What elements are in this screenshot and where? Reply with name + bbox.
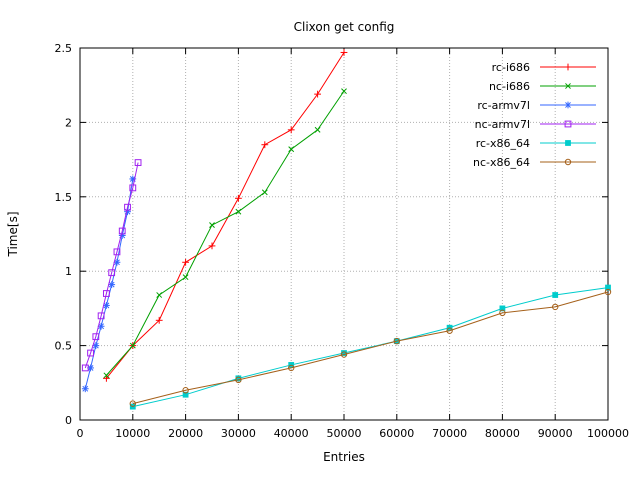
legend-item-rc-x86_64: rc-x86_64	[476, 137, 596, 150]
chart-title: Clixon get config	[294, 20, 395, 34]
legend-label: rc-armv7l	[477, 99, 530, 112]
plot-border	[79, 47, 609, 421]
x-tick-label: 40000	[274, 427, 309, 440]
x-tick-label: 50000	[327, 427, 362, 440]
x-axis-label: Entries	[323, 450, 365, 464]
legend-item-nc-x86_64: nc-x86_64	[473, 156, 596, 169]
series-rc-x86_64	[129, 284, 611, 410]
legend: rc-i686 nc-i686 rc-armv7l nc-armv7l rc-x86_6…	[473, 61, 596, 169]
legend-item-rc-i686: rc-i686	[492, 61, 596, 74]
y-axis-label: Time[s]	[6, 212, 20, 258]
series-rc-i686	[103, 49, 348, 382]
y-tick-label: 0	[65, 414, 72, 427]
plot-content: 0 10000 20000 30000 40000 50000 60000 70000 8000…	[55, 42, 630, 440]
y-tick-label: 2.5	[55, 42, 73, 55]
series-nc-armv7l	[81, 159, 142, 372]
series-nc-x86_64	[129, 288, 612, 407]
legend-label: nc-x86_64	[473, 156, 530, 169]
y-tick-label: 1	[65, 265, 72, 278]
legend-item-nc-i686: nc-i686	[489, 80, 596, 93]
x-tick-label: 0	[77, 427, 84, 440]
y-tick-label: 1.5	[55, 191, 73, 204]
x-tick-label: 80000	[485, 427, 520, 440]
legend-item-nc-armv7l: nc-armv7l	[475, 118, 596, 131]
x-tick-label: 70000	[432, 427, 467, 440]
legend-label: nc-armv7l	[475, 118, 530, 131]
series-nc-i686	[103, 88, 347, 379]
legend-item-rc-armv7l: rc-armv7l	[477, 99, 596, 112]
tick-labels: 0 10000 20000 30000 40000 50000 60000 70000 8000…	[55, 42, 630, 440]
legend-label: nc-i686	[489, 80, 530, 93]
legend-label: rc-x86_64	[476, 137, 530, 150]
y-tick-label: 2	[65, 116, 72, 129]
x-tick-label: 20000	[168, 427, 203, 440]
x-tick-label: 60000	[379, 427, 414, 440]
x-tick-label: 30000	[221, 427, 256, 440]
x-tick-label: 10000	[115, 427, 150, 440]
x-tick-label: 100000	[587, 427, 629, 440]
y-tick-label: 0.5	[55, 340, 73, 353]
x-tick-label: 90000	[538, 427, 573, 440]
legend-label: rc-i686	[492, 61, 530, 74]
axis-ticks	[79, 47, 609, 421]
grid-lines	[80, 48, 608, 420]
